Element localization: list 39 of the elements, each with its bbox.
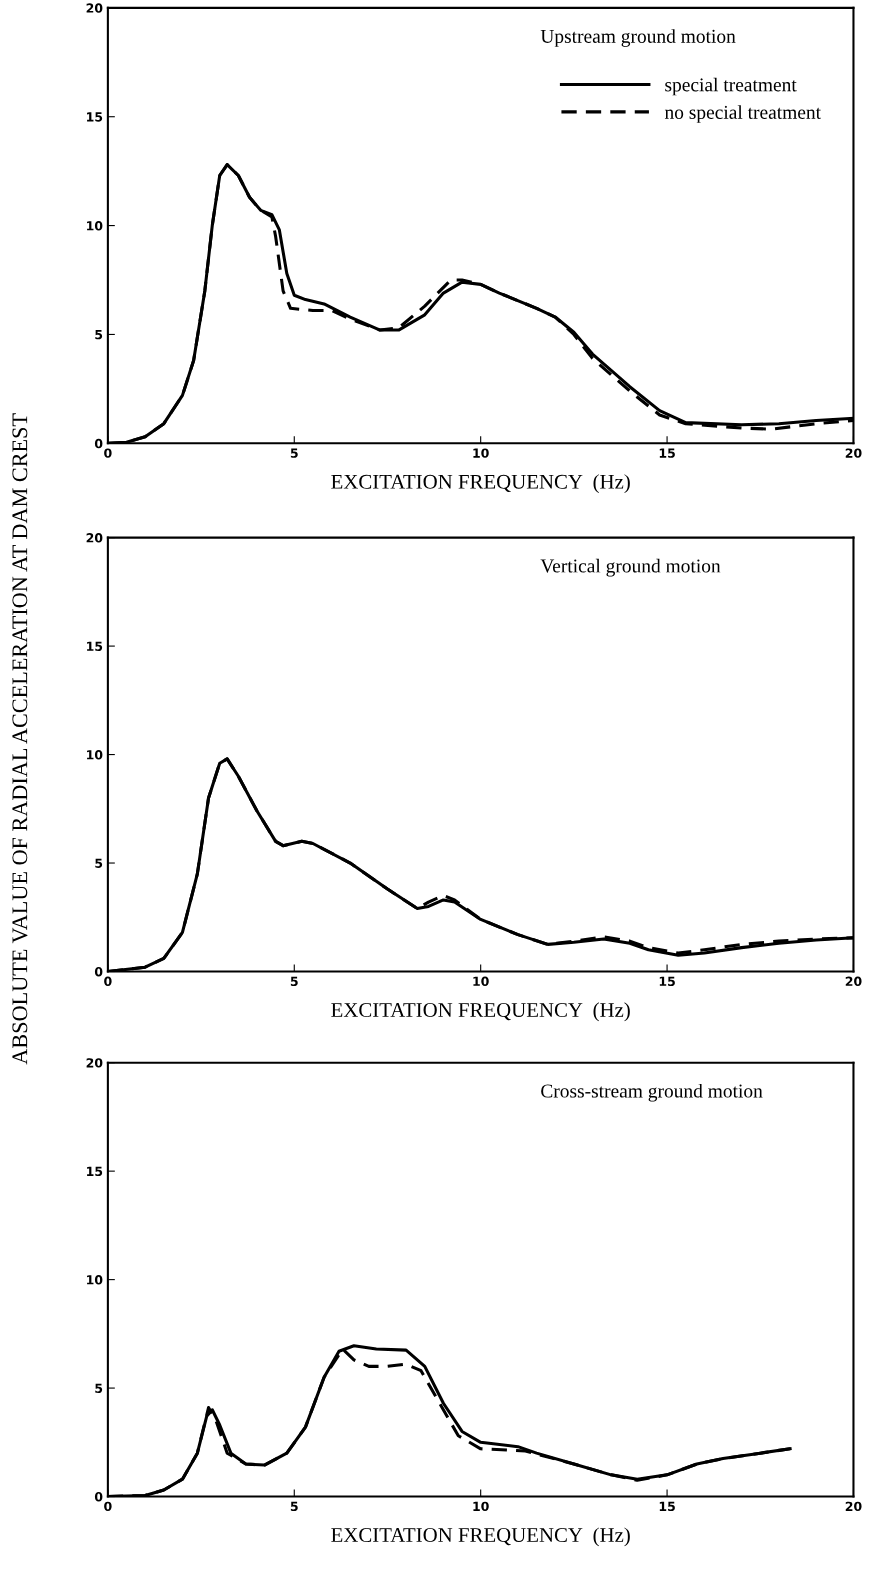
y-tick-label: 15: [87, 112, 103, 122]
y-tick-label: 15: [87, 641, 103, 652]
x-tick-label: 5: [290, 976, 298, 987]
y-tick-label: 0: [94, 438, 103, 449]
y-tick-label: 20: [86, 1058, 103, 1068]
x-tick-label: 15: [659, 1501, 675, 1512]
y-tick-label: 10: [87, 221, 103, 231]
x-tick-label: 10: [473, 448, 489, 458]
x-tick-label: 0: [104, 976, 112, 987]
x-tick-label: 10: [473, 976, 489, 987]
x-tick-label: 0: [104, 448, 112, 458]
y-tick-label: 20: [86, 533, 103, 543]
x-tick-label: 15: [659, 976, 675, 987]
x-tick-label: 15: [659, 448, 675, 458]
y-tick-label: 5: [95, 858, 103, 868]
x-axis-title: EXCITATION FREQUENCY (Hz): [331, 1002, 630, 1022]
text: Upstream ground motion: [540, 29, 736, 47]
x-tick-label: 20: [845, 1501, 862, 1512]
y-tick-label: 5: [95, 1383, 103, 1393]
y-tick-label: 10: [87, 750, 103, 760]
legend-label: no special treatment: [664, 105, 821, 123]
x-tick-label: 0: [104, 1501, 112, 1512]
y-tick-label: 0: [94, 1492, 103, 1502]
y-tick-label: 10: [87, 1275, 103, 1285]
text: Cross-stream ground motion: [541, 1083, 763, 1102]
y-tick-label: 0: [94, 966, 103, 977]
x-tick-label: 20: [845, 976, 862, 987]
x-axis-title: EXCITATION FREQUENCY (Hz): [331, 1527, 630, 1547]
y-tick-label: 20: [86, 3, 103, 13]
x-tick-label: 10: [473, 1501, 489, 1512]
y-axis-title: ABSOLUTE VALUE OF RADIAL ACCELERATION AT DAM CREST: [12, 413, 28, 1065]
legend-label: special treatment: [665, 77, 797, 96]
y-tick-label: 5: [95, 330, 103, 340]
x-tick-label: 5: [290, 448, 298, 458]
x-tick-label: 5: [290, 1501, 298, 1512]
text: Vertical ground motion: [540, 558, 721, 577]
y-tick-label: 15: [87, 1166, 103, 1177]
x-tick-label: 20: [845, 448, 862, 458]
x-axis-title: EXCITATION FREQUENCY (Hz): [331, 474, 630, 494]
